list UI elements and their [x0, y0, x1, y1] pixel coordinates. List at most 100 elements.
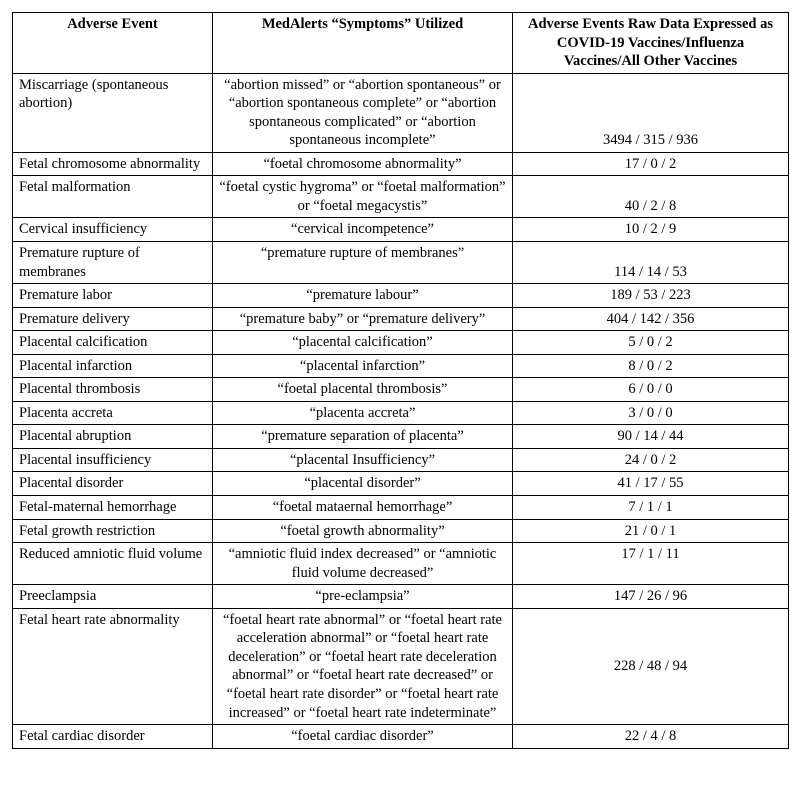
- raw-data-value: 10 / 2 / 9: [519, 220, 782, 239]
- table-body: Miscarriage (spontaneous abortion)“abort…: [13, 73, 789, 748]
- cell-adverse-event: Placenta accreta: [13, 401, 213, 425]
- table-row: Placental abruption“premature separation…: [13, 425, 789, 449]
- cell-raw-data: 7 / 1 / 1: [513, 496, 789, 520]
- cell-adverse-event: Placental thrombosis: [13, 378, 213, 402]
- cell-symptoms: “amniotic fluid index decreased” or “amn…: [213, 543, 513, 585]
- col-header-raw-data: Adverse Events Raw Data Expressed as COV…: [513, 13, 789, 74]
- cell-symptoms: “foetal placental thrombosis”: [213, 378, 513, 402]
- cell-raw-data: 40 / 2 / 8: [513, 176, 789, 218]
- cell-adverse-event: Cervical insufficiency: [13, 218, 213, 242]
- cell-symptoms: “foetal cystic hygroma” or “foetal malfo…: [213, 176, 513, 218]
- cell-symptoms: “foetal mataernal hemorrhage”: [213, 496, 513, 520]
- cell-symptoms: “foetal cardiac disorder”: [213, 725, 513, 749]
- cell-raw-data: 3 / 0 / 0: [513, 401, 789, 425]
- table-row: Placenta accreta“placenta accreta” 3 / 0 …: [13, 401, 789, 425]
- col-header-adverse-event: Adverse Event: [13, 13, 213, 74]
- table-row: Fetal heart rate abnormality“foetal hear…: [13, 608, 789, 724]
- raw-data-value: 22 / 4 / 8: [519, 727, 782, 746]
- cell-raw-data: 21 / 0 / 1: [513, 519, 789, 543]
- raw-data-value: 404 / 142 / 356: [519, 310, 782, 329]
- cell-raw-data: 90 / 14 / 44: [513, 425, 789, 449]
- table-row: Fetal cardiac disorder“foetal cardiac di…: [13, 725, 789, 749]
- cell-symptoms: “pre-eclampsia”: [213, 585, 513, 609]
- table-row: Premature rupture of membranes“premature…: [13, 242, 789, 284]
- raw-data-value: 90 / 14 / 44: [519, 427, 782, 446]
- table-row: Reduced amniotic fluid volume“amniotic f…: [13, 543, 789, 585]
- cell-adverse-event: Preeclampsia: [13, 585, 213, 609]
- raw-data-value: 17 / 0 / 2: [519, 155, 782, 174]
- cell-raw-data: 8 / 0 / 2: [513, 354, 789, 378]
- table-header: Adverse Event MedAlerts “Symptoms” Utili…: [13, 13, 789, 74]
- raw-data-value: 114 / 14 / 53: [519, 263, 782, 282]
- cell-raw-data: 189 / 53 / 223: [513, 284, 789, 308]
- cell-symptoms: “abortion missed” or “abortion spontaneo…: [213, 73, 513, 152]
- cell-adverse-event: Premature delivery: [13, 307, 213, 331]
- raw-data-value: 189 / 53 / 223: [519, 286, 782, 305]
- table-row: Placental thrombosis“foetal placental th…: [13, 378, 789, 402]
- cell-raw-data: 147 / 26 / 96: [513, 585, 789, 609]
- cell-symptoms: “cervical incompetence”: [213, 218, 513, 242]
- raw-data-value: 7 / 1 / 1: [519, 498, 782, 517]
- cell-adverse-event: Placental insufficiency: [13, 448, 213, 472]
- raw-data-value: 6 / 0 / 0: [519, 380, 782, 399]
- table-row: Placental insufficiency“placental Insuff…: [13, 448, 789, 472]
- cell-adverse-event: Premature rupture of membranes: [13, 242, 213, 284]
- cell-raw-data: 17 / 0 / 2: [513, 152, 789, 176]
- cell-symptoms: “foetal chromosome abnormality”: [213, 152, 513, 176]
- table-row: Fetal chromosome abnormality“foetal chro…: [13, 152, 789, 176]
- cell-raw-data: 3494 / 315 / 936: [513, 73, 789, 152]
- cell-raw-data: 10 / 2 / 9: [513, 218, 789, 242]
- adverse-events-table: Adverse Event MedAlerts “Symptoms” Utili…: [12, 12, 789, 749]
- raw-data-value: 3494 / 315 / 936: [519, 131, 782, 150]
- cell-adverse-event: Fetal-maternal hemorrhage: [13, 496, 213, 520]
- cell-raw-data: 404 / 142 / 356: [513, 307, 789, 331]
- cell-symptoms: “placental Insufficiency”: [213, 448, 513, 472]
- table-row: Cervical insufficiency“cervical incompet…: [13, 218, 789, 242]
- cell-raw-data: 114 / 14 / 53: [513, 242, 789, 284]
- cell-adverse-event: Fetal chromosome abnormality: [13, 152, 213, 176]
- cell-symptoms: “placental infarction”: [213, 354, 513, 378]
- raw-data-value: 21 / 0 / 1: [519, 522, 782, 541]
- table-row: Fetal-maternal hemorrhage“foetal mataern…: [13, 496, 789, 520]
- cell-adverse-event: Premature labor: [13, 284, 213, 308]
- col-header-symptoms: MedAlerts “Symptoms” Utilized: [213, 13, 513, 74]
- cell-adverse-event: Fetal malformation: [13, 176, 213, 218]
- table-row: Premature delivery“premature baby” or “p…: [13, 307, 789, 331]
- raw-data-value: 3 / 0 / 0: [519, 404, 782, 423]
- table-row: Placental calcification“placental calcif…: [13, 331, 789, 355]
- cell-raw-data: 228 / 48 / 94: [513, 608, 789, 724]
- raw-data-value: 40 / 2 / 8: [519, 197, 782, 216]
- table-row: Preeclampsia“pre-eclampsia”147 / 26 / 96: [13, 585, 789, 609]
- cell-adverse-event: Fetal cardiac disorder: [13, 725, 213, 749]
- cell-adverse-event: Fetal heart rate abnormality: [13, 608, 213, 724]
- cell-adverse-event: Placental infarction: [13, 354, 213, 378]
- cell-raw-data: 24 / 0 / 2: [513, 448, 789, 472]
- cell-adverse-event: Placental abruption: [13, 425, 213, 449]
- cell-symptoms: “premature separation of placenta”: [213, 425, 513, 449]
- cell-raw-data: 6 / 0 / 0: [513, 378, 789, 402]
- cell-symptoms: “foetal heart rate abnormal” or “foetal …: [213, 608, 513, 724]
- cell-raw-data: 5 / 0 / 2: [513, 331, 789, 355]
- cell-symptoms: “premature labour”: [213, 284, 513, 308]
- table-row: Miscarriage (spontaneous abortion)“abort…: [13, 73, 789, 152]
- cell-symptoms: “premature baby” or “premature delivery”: [213, 307, 513, 331]
- table-row: Placental infarction“placental infarctio…: [13, 354, 789, 378]
- table-row: Premature labor“premature labour” 189 / 5…: [13, 284, 789, 308]
- cell-adverse-event: Placental disorder: [13, 472, 213, 496]
- raw-data-value: 24 / 0 / 2: [519, 451, 782, 470]
- cell-symptoms: “placenta accreta”: [213, 401, 513, 425]
- table-row: Placental disorder“placental disorder” 41…: [13, 472, 789, 496]
- cell-symptoms: “premature rupture of membranes”: [213, 242, 513, 284]
- raw-data-value: 5 / 0 / 2: [519, 333, 782, 352]
- cell-raw-data: 22 / 4 / 8: [513, 725, 789, 749]
- table-row: Fetal growth restriction“foetal growth a…: [13, 519, 789, 543]
- cell-raw-data: 41 / 17 / 55: [513, 472, 789, 496]
- cell-symptoms: “placental disorder”: [213, 472, 513, 496]
- raw-data-value: 41 / 17 / 55: [519, 474, 782, 493]
- table-row: Fetal malformation“foetal cystic hygroma…: [13, 176, 789, 218]
- raw-data-value: 8 / 0 / 2: [519, 357, 782, 376]
- raw-data-value: 17 / 1 / 11: [519, 545, 782, 564]
- cell-adverse-event: Fetal growth restriction: [13, 519, 213, 543]
- cell-adverse-event: Placental calcification: [13, 331, 213, 355]
- cell-symptoms: “placental calcification”: [213, 331, 513, 355]
